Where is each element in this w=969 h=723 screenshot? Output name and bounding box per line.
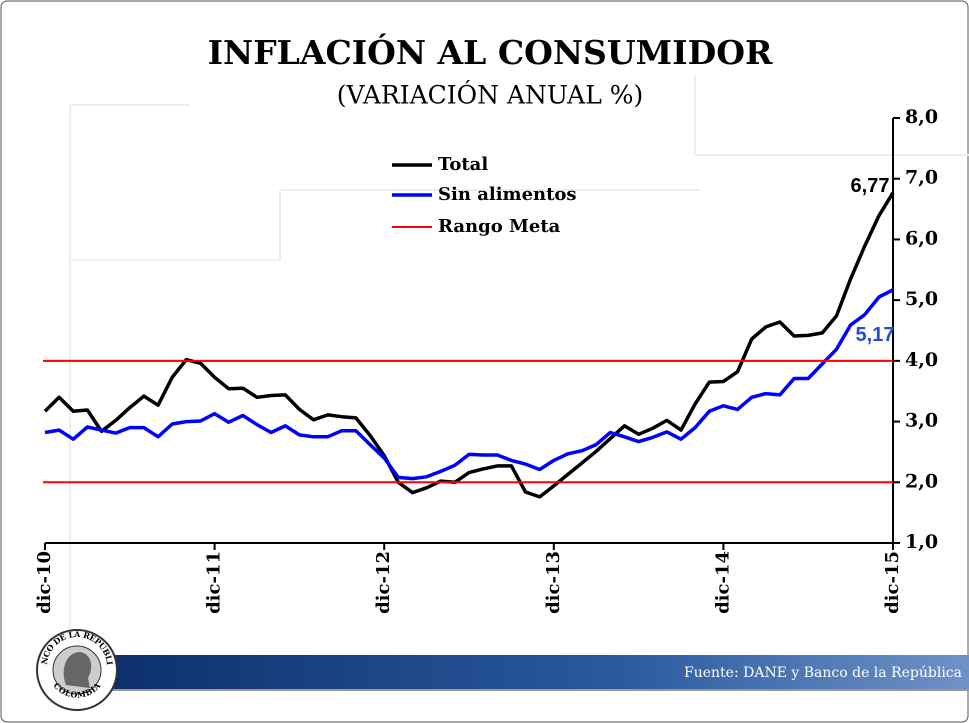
y-tick-label: 7,0 — [905, 167, 938, 189]
legend-label: Sin alimentos — [438, 184, 577, 205]
legend-label: Total — [438, 154, 488, 175]
y-tick-label: 4,0 — [905, 349, 938, 371]
x-tick-label: dic-10 — [34, 551, 55, 614]
y-tick-label: 8,0 — [905, 106, 938, 128]
line-series — [44, 288, 894, 481]
x-tick-label: dic-11 — [204, 551, 225, 614]
x-tick-label: dic-14 — [712, 551, 733, 614]
y-tick-label: 5,0 — [905, 288, 938, 310]
data-label: 6,77 — [851, 175, 890, 197]
line-series — [43, 191, 895, 499]
x-tick-label: dic-12 — [373, 551, 394, 614]
data-label: 5,17 — [856, 324, 895, 346]
y-tick-label: 1,0 — [905, 531, 938, 553]
y-tick-label: 2,0 — [905, 470, 938, 492]
background-decoration — [69, 75, 969, 640]
chart-subtitle: (VARIACIÓN ANUAL %) — [337, 81, 644, 110]
footer-bar — [100, 655, 969, 689]
x-tick-label: dic-15 — [882, 551, 903, 614]
legend-label: Rango Meta — [438, 216, 561, 237]
chart-title: INFLACIÓN AL CONSUMIDOR — [208, 32, 773, 72]
x-tick-label: dic-13 — [543, 551, 564, 614]
y-tick-label: 6,0 — [905, 227, 938, 249]
logo-head — [63, 652, 92, 688]
source: Fuente: DANE y Banco de la República — [684, 665, 962, 681]
y-tick-label: 3,0 — [905, 410, 938, 432]
